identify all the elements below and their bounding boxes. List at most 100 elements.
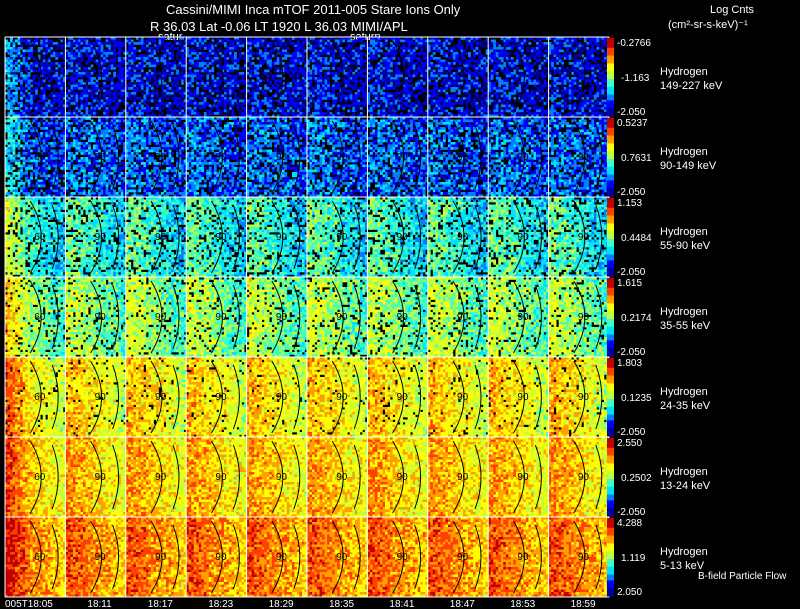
inca-image-3-6: 90 bbox=[367, 277, 428, 357]
inca-image-6-5: 90 bbox=[307, 517, 368, 597]
pitch-angle-label-3-4: 90 bbox=[276, 312, 288, 323]
pitch-angle-label-1-3: 90 bbox=[215, 152, 227, 163]
inca-image-1-7: 90 bbox=[428, 117, 489, 197]
colorbar-mid-label-3: 0.2174 bbox=[621, 313, 652, 324]
inca-image-5-0: 60 bbox=[5, 437, 66, 517]
inca-image-1-4: 90 bbox=[247, 117, 308, 197]
inca-image-1-5: 90 bbox=[307, 117, 368, 197]
inca-image-2-4: 90 bbox=[247, 197, 308, 277]
pitch-angle-label-3-9: 90 bbox=[578, 312, 590, 323]
pitch-angle-label-6-6: 90 bbox=[397, 552, 409, 563]
pitch-angle-label-3-1: 90 bbox=[95, 312, 107, 323]
colorbar-mid-label-2: 0.4484 bbox=[621, 233, 652, 244]
inca-image-2-3: 90 bbox=[186, 197, 247, 277]
inca-image-4-2: 90 bbox=[126, 357, 187, 437]
pitch-angle-label-3-7: 90 bbox=[457, 312, 469, 323]
x-tick-label-1: 18:11 bbox=[87, 599, 112, 609]
colorbar-min-label-6: 2.050 bbox=[617, 587, 642, 598]
pitch-angle-label-3-3: 90 bbox=[215, 312, 227, 323]
inca-image-0-0 bbox=[5, 37, 66, 117]
inca-image-4-9: 90 bbox=[549, 357, 610, 437]
pitch-angle-label-1-0: 60 bbox=[34, 152, 46, 163]
inca-image-3-0: 60 bbox=[5, 277, 66, 357]
pitch-angle-label-4-6: 90 bbox=[397, 392, 409, 403]
pitch-angle-label-5-6: 90 bbox=[397, 472, 409, 483]
inca-image-3-7: 90 bbox=[428, 277, 489, 357]
pitch-angle-label-3-6: 90 bbox=[397, 312, 409, 323]
pitch-angle-label-2-9: 90 bbox=[578, 232, 590, 243]
inca-image-6-7: 90 bbox=[428, 517, 489, 597]
pitch-angle-label-2-5: 90 bbox=[336, 232, 348, 243]
pitch-angle-label-5-2: 90 bbox=[155, 472, 167, 483]
inca-image-1-1: 90 bbox=[65, 117, 126, 197]
colorbar-max-label-5: 2.550 bbox=[617, 438, 642, 449]
colorbar-max-label-3: 1.615 bbox=[617, 278, 642, 289]
inca-image-5-9: 90 bbox=[549, 437, 610, 517]
inca-image-3-4: 90 bbox=[247, 277, 308, 357]
inca-image-1-3: 90 bbox=[186, 117, 247, 197]
pitch-angle-label-5-0: 60 bbox=[34, 472, 46, 483]
inca-image-5-5: 90 bbox=[307, 437, 368, 517]
x-tick-label-2: 18:17 bbox=[148, 599, 173, 609]
inca-image-0-2 bbox=[126, 37, 187, 117]
pitch-angle-label-2-6: 90 bbox=[397, 232, 409, 243]
x-tick-label-6: 18:41 bbox=[389, 599, 414, 609]
inca-image-6-6: 90 bbox=[367, 517, 428, 597]
channel-energy-label-0: 149-227 keV bbox=[660, 80, 723, 92]
inca-image-2-6: 90 bbox=[367, 197, 428, 277]
inca-image-2-1: 90 bbox=[65, 197, 126, 277]
channel-energy-label-2: 55-90 keV bbox=[660, 240, 711, 252]
inca-image-2-2: 90 bbox=[126, 197, 187, 277]
pitch-angle-label-2-3: 90 bbox=[215, 232, 227, 243]
inca-image-4-3: 90 bbox=[186, 357, 247, 437]
channel-species-label-6: Hydrogen bbox=[660, 546, 708, 558]
pitch-angle-label-6-3: 90 bbox=[215, 552, 227, 563]
inca-image-0-6 bbox=[367, 37, 428, 117]
colorbar-max-label-4: 1.803 bbox=[617, 358, 642, 369]
pitch-angle-label-3-8: 90 bbox=[517, 312, 529, 323]
colorbar-mid-label-6: 1.119 bbox=[621, 553, 646, 564]
colorbar-min-label-5: -2.050 bbox=[617, 507, 646, 518]
x-tick-label-3: 18:23 bbox=[208, 599, 233, 609]
pitch-angle-label-5-5: 90 bbox=[336, 472, 348, 483]
pitch-angle-label-6-4: 90 bbox=[276, 552, 288, 563]
pitch-angle-label-5-9: 90 bbox=[578, 472, 590, 483]
x-tick-label-4: 18:29 bbox=[269, 599, 294, 609]
inca-image-1-2: 90 bbox=[126, 117, 187, 197]
pitch-angle-label-4-8: 90 bbox=[517, 392, 529, 403]
pitch-angle-label-6-9: 90 bbox=[578, 552, 590, 563]
inca-image-3-2: 90 bbox=[126, 277, 187, 357]
inca-image-3-5: 90 bbox=[307, 277, 368, 357]
inca-image-2-5: 90 bbox=[307, 197, 368, 277]
colorbar-mid-label-0: -1.163 bbox=[621, 73, 650, 84]
pitch-angle-label-4-2: 90 bbox=[155, 392, 167, 403]
inca-image-6-8: 90 bbox=[488, 517, 549, 597]
pitch-angle-label-5-3: 90 bbox=[215, 472, 227, 483]
inca-image-3-9: 90 bbox=[549, 277, 610, 357]
pitch-angle-label-5-8: 90 bbox=[517, 472, 529, 483]
colorbar-max-label-0: -0.2766 bbox=[617, 38, 651, 49]
pitch-angle-label-3-2: 90 bbox=[155, 312, 167, 323]
inca-image-5-7: 90 bbox=[428, 437, 489, 517]
inca-image-4-0: 60 bbox=[5, 357, 66, 437]
inca-image-4-5: 90 bbox=[307, 357, 368, 437]
channel-species-label-2: Hydrogen bbox=[660, 226, 708, 238]
channel-species-label-1: Hydrogen bbox=[660, 146, 708, 158]
inca-image-2-9: 90 bbox=[549, 197, 610, 277]
pitch-angle-label-4-5: 90 bbox=[336, 392, 348, 403]
inca-image-3-8: 90 bbox=[488, 277, 549, 357]
inca-image-5-3: 90 bbox=[186, 437, 247, 517]
channel-energy-label-1: 90-149 keV bbox=[660, 160, 717, 172]
x-tick-label-7: 18:47 bbox=[450, 599, 475, 609]
pitch-angle-label-4-1: 90 bbox=[95, 392, 107, 403]
pitch-angle-label-3-0: 60 bbox=[34, 312, 46, 323]
pitch-angle-label-4-3: 90 bbox=[215, 392, 227, 403]
channel-species-label-3: Hydrogen bbox=[660, 306, 708, 318]
inca-image-1-8: 90 bbox=[488, 117, 549, 197]
x-tick-label-8: 18:53 bbox=[510, 599, 535, 609]
pitch-angle-label-4-0: 60 bbox=[34, 392, 46, 403]
inca-image-grid: 60 90 90 90 90 90 90 90 90 9060 90 90 90 90 90 90 90 90 90… bbox=[0, 0, 800, 609]
pitch-angle-label-1-1: 90 bbox=[95, 152, 107, 163]
